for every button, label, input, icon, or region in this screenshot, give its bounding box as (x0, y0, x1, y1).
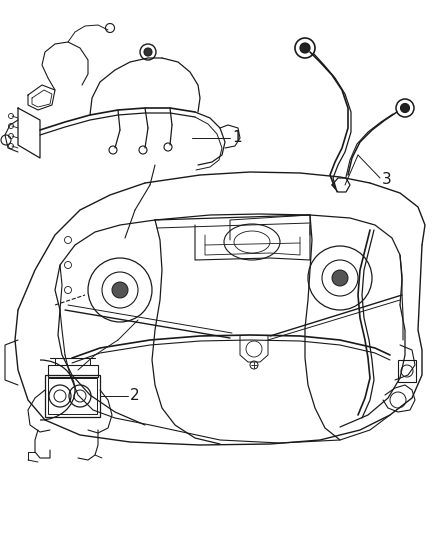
Circle shape (144, 48, 152, 56)
Text: 3: 3 (382, 173, 392, 188)
Bar (45, 375, 100, 417)
Bar (398, 360, 416, 382)
Bar (48, 365, 98, 377)
Text: 1: 1 (232, 131, 242, 146)
Bar (48, 378, 97, 414)
Circle shape (112, 282, 128, 298)
Circle shape (332, 270, 348, 286)
Circle shape (300, 43, 310, 53)
Circle shape (400, 103, 410, 112)
Text: 2: 2 (130, 389, 140, 403)
